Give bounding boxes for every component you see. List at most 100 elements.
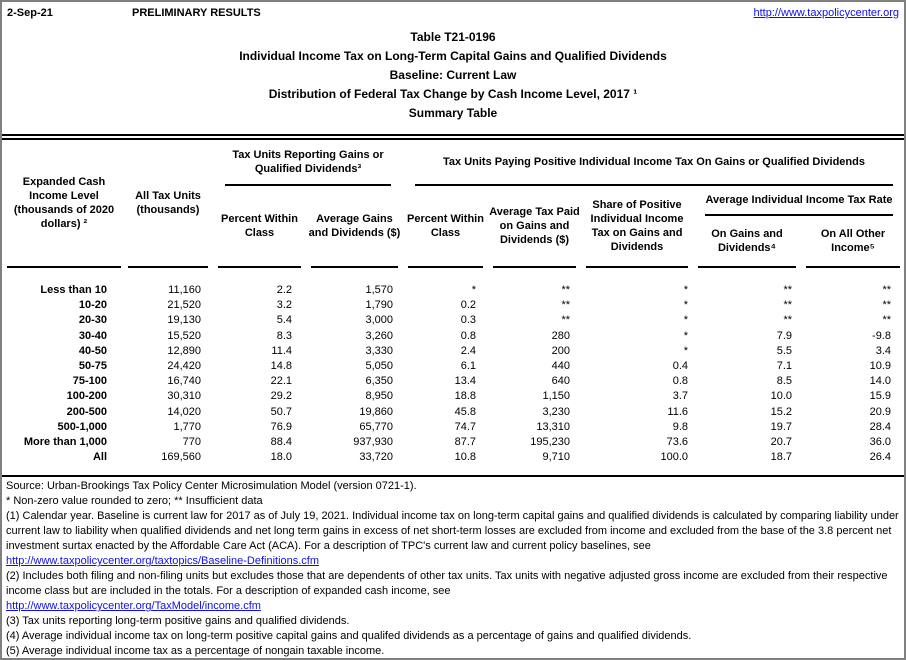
table-cell: 7.9 (776, 329, 792, 342)
table-cell: 24,420 (167, 359, 201, 372)
table-cell: 8.3 (276, 329, 292, 342)
table-cell: ** (561, 299, 570, 312)
table-cell: 0.8 (672, 375, 688, 388)
table-cell: 50.7 (270, 405, 292, 418)
table-subject-title: Individual Income Tax on Long-Term Capit… (239, 49, 667, 63)
table-cell: 18.0 (270, 451, 292, 464)
table-cell: ** (783, 284, 792, 296)
table-cell: 169,560 (161, 451, 201, 464)
header-percent-within-class-paying: Percent Within Class (407, 213, 484, 239)
group-header-average-tax-rate-rule (705, 214, 893, 216)
header-all-tax-units: All Tax Units (thousands) (135, 190, 201, 216)
table-cell: 3,330 (365, 344, 393, 357)
group-header-paying-label: Tax Units Paying Positive Individual Inc… (443, 156, 865, 168)
table-bottom-rule (2, 475, 904, 478)
table-cell: 5.4 (276, 314, 292, 327)
table-cell: 0.2 (460, 299, 476, 312)
table-cell: 8,950 (365, 390, 393, 403)
row-label: All (92, 451, 107, 464)
header-on-gains-dividends: On Gains and Dividends⁴ (711, 228, 783, 254)
row-label: 20-30 (78, 314, 107, 327)
taxpolicycenter-link[interactable]: http://www.taxpolicycenter.org (753, 7, 899, 19)
table-cell: 65,770 (359, 420, 393, 433)
table-cell: 36.0 (869, 435, 891, 448)
table-row: All 169,560 18.0 33,720 10.8 9,710 100.0 18.7 26… (5, 450, 901, 465)
summary-table: Expanded Cash Income Level (thousands of… (2, 140, 904, 465)
row-label: 10-20 (78, 299, 107, 312)
footnote-link[interactable]: http://www.taxpolicycenter.org/TaxModel/… (6, 600, 261, 613)
table-row: 500-1,000 1,770 76.9 65,770 74.7 13,310 9.8 19.… (5, 420, 901, 435)
table-top-double-rule (2, 134, 904, 140)
table-cell: 20.9 (869, 405, 891, 418)
table-cell: 45.8 (454, 405, 476, 418)
table-cell: 14.8 (270, 359, 292, 372)
row-label: 50-75 (78, 359, 107, 372)
table-cell: 9,710 (542, 451, 570, 464)
table-cell: * (683, 299, 688, 312)
table-cell: 29.2 (270, 390, 292, 403)
table-cell: 15.9 (869, 390, 891, 403)
table-cell: 76.9 (270, 420, 292, 433)
table-number-title: Table T21-0196 (410, 30, 496, 44)
footnote-text: (3) Tax units reporting long-term positi… (6, 615, 350, 628)
table-cell: 2.4 (460, 344, 476, 357)
table-cell: 10.9 (869, 359, 891, 372)
header-on-all-other-income: On All Other Income⁵ (820, 228, 886, 254)
table-cell: 10.8 (454, 451, 476, 464)
table-cell: ** (561, 314, 570, 327)
table-row: 40-50 12,890 11.4 3,330 2.4 200 * 5.5 3.4 (5, 344, 901, 359)
table-row: 75-100 16,740 22.1 6,350 13.4 640 0.8 8.5 14.0 (5, 374, 901, 389)
table-cell: 18.8 (454, 390, 476, 403)
column-rule (128, 266, 208, 268)
table-cell: 3.7 (672, 390, 688, 403)
title-block: Table T21-0196 Individual Income Tax on … (2, 28, 904, 123)
row-label: 100-200 (66, 390, 107, 403)
distribution-title: Distribution of Federal Tax Change by Ca… (268, 87, 638, 101)
table-cell: 3,260 (365, 329, 393, 342)
table-cell: 14.0 (869, 375, 891, 388)
table-cell: 73.6 (666, 435, 688, 448)
table-cell: 12,890 (167, 344, 201, 357)
table-cell: 11.4 (271, 344, 292, 357)
table-cell: 74.7 (454, 420, 476, 433)
table-row: 200-500 14,020 50.7 19,860 45.8 3,230 11.6 15.2… (5, 405, 901, 420)
table-cell: 195,230 (530, 435, 570, 448)
group-header-paying: Tax Units Paying Positive Individual Inc… (403, 140, 904, 186)
table-cell: 937,930 (353, 435, 393, 448)
top-bar: 2-Sep-21 PRELIMINARY RESULTS http://www.… (2, 2, 904, 19)
table-cell: 18.7 (770, 451, 792, 464)
table-cell: 3.2 (276, 299, 292, 312)
footnotes: Source: Urban-Brookings Tax Policy Cente… (2, 477, 904, 658)
table-cell: 15.2 (770, 405, 792, 418)
header-average-tax-paid: Average Tax Paid on Gains and Dividends … (489, 206, 580, 246)
table-cell: 11,160 (168, 284, 201, 296)
table-cell: 200 (551, 344, 570, 357)
table-cell: 26.4 (869, 451, 891, 464)
table-cell: 10.0 (770, 390, 792, 403)
column-rule (218, 266, 301, 268)
table-cell: 20.7 (770, 435, 792, 448)
table-cell: 88.4 (270, 435, 292, 448)
row-label: 40-50 (78, 344, 107, 357)
footnote-link[interactable]: http://www.taxpolicycenter.org/taxtopics… (6, 555, 320, 568)
table-cell: 3,230 (542, 405, 570, 418)
table-cell: ** (783, 314, 792, 327)
row-label: 30-40 (78, 329, 107, 342)
table-cell: 0.3 (460, 314, 476, 327)
column-rule (493, 266, 576, 268)
table-cell: 6.1 (460, 359, 476, 372)
table-cell: 7.1 (776, 359, 792, 372)
table-cell: ** (882, 284, 891, 296)
baseline-title: Baseline: Current Law (389, 68, 517, 82)
footnote-text: (1) Calendar year. Baseline is current l… (6, 510, 899, 553)
table-cell: 87.7 (454, 435, 476, 448)
column-rule (698, 266, 796, 268)
table-cell: 0.8 (460, 329, 476, 342)
footnote-text: (2) Includes both filing and non-filing … (6, 570, 888, 598)
table-cell: ** (882, 299, 891, 312)
group-header-average-tax-rate-label: Average Individual Income Tax Rate (705, 194, 893, 206)
table-cell: -9.8 (872, 329, 891, 342)
table-cell: 5,050 (365, 359, 393, 372)
row-label: 500-1,000 (57, 420, 107, 433)
table-cell: 5.5 (776, 344, 792, 357)
